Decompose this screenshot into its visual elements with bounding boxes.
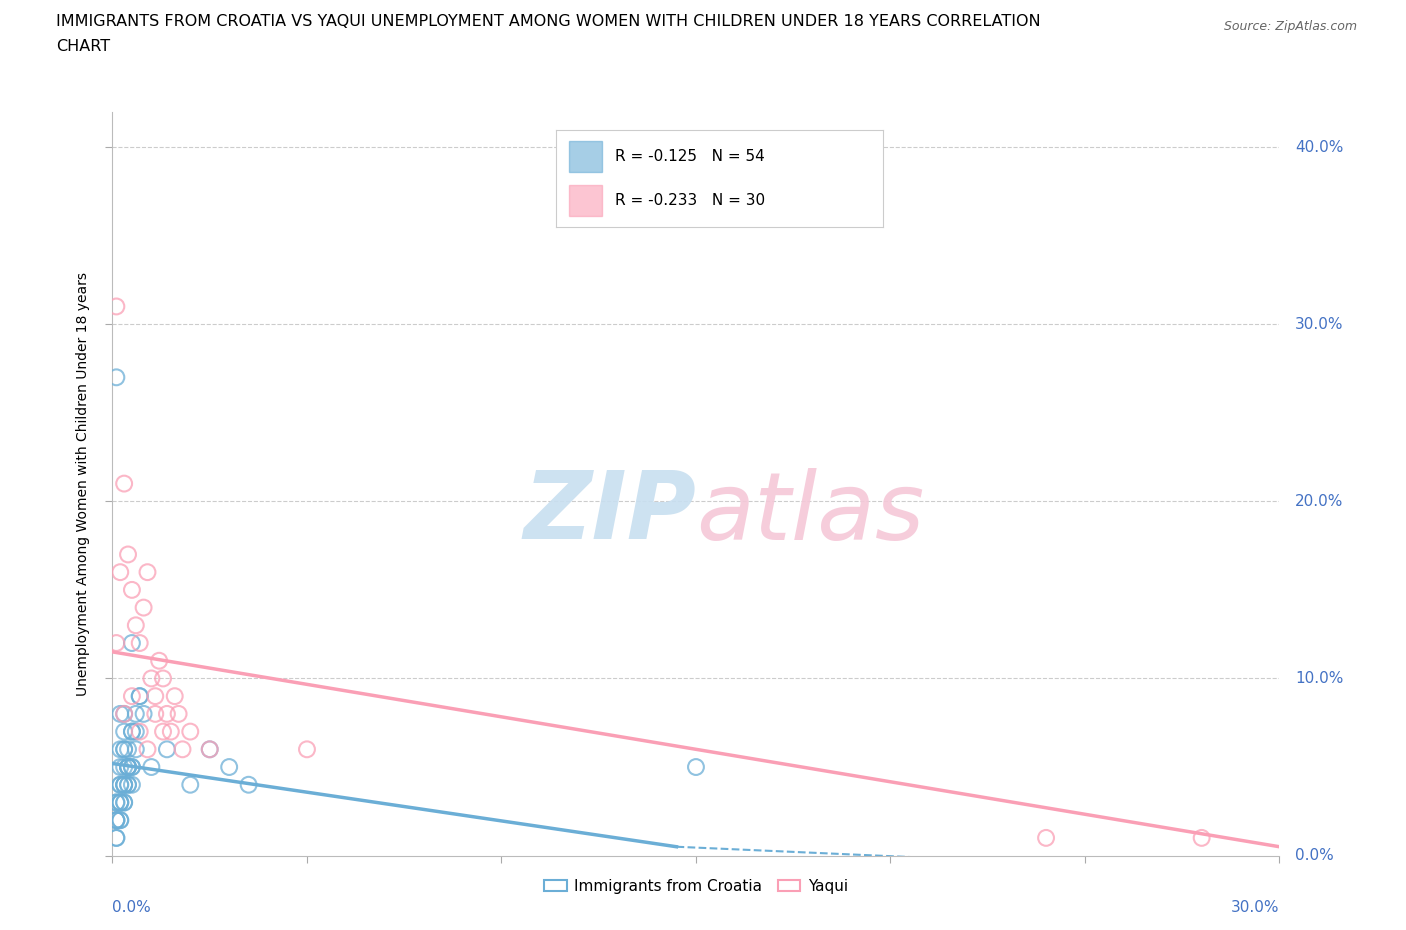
Point (121, 582, 143, 597)
Point (117, 742, 139, 757)
Point (112, 724, 135, 739)
Text: 30.0%: 30.0% (1232, 900, 1279, 915)
Text: 40.0%: 40.0% (1295, 140, 1343, 154)
Point (218, 760, 240, 775)
Point (198, 742, 221, 757)
Point (141, 760, 163, 775)
Point (132, 600, 155, 615)
Point (112, 777, 135, 792)
Point (110, 742, 132, 757)
Point (110, 795, 132, 810)
Text: atlas: atlas (696, 468, 924, 559)
Point (136, 565, 159, 579)
Point (110, 707, 132, 722)
Legend: Immigrants from Croatia, Yaqui: Immigrants from Croatia, Yaqui (537, 873, 855, 900)
Point (128, 724, 150, 739)
Point (105, 813, 128, 828)
Point (110, 777, 132, 792)
Y-axis label: Unemployment Among Women with Children Under 18 years: Unemployment Among Women with Children U… (76, 272, 90, 696)
Point (125, 742, 148, 757)
Text: CHART: CHART (56, 39, 110, 54)
Point (117, 760, 139, 775)
Point (110, 795, 132, 810)
Point (152, 671, 174, 686)
Point (105, 635, 128, 650)
Point (105, 795, 128, 810)
Point (198, 742, 221, 757)
Point (128, 689, 150, 704)
Point (121, 635, 143, 650)
Point (141, 671, 163, 686)
Point (125, 724, 148, 739)
Text: 0.0%: 0.0% (1295, 848, 1334, 863)
Text: 10.0%: 10.0% (1295, 671, 1343, 686)
Point (121, 760, 143, 775)
Point (1035, 830, 1057, 845)
Point (112, 795, 135, 810)
Point (121, 724, 143, 739)
Point (121, 760, 143, 775)
Point (117, 760, 139, 775)
Text: IMMIGRANTS FROM CROATIA VS YAQUI UNEMPLOYMENT AMONG WOMEN WITH CHILDREN UNDER 18: IMMIGRANTS FROM CROATIA VS YAQUI UNEMPLO… (56, 14, 1040, 29)
Point (110, 760, 132, 775)
Point (156, 742, 179, 757)
Point (125, 707, 148, 722)
Point (143, 707, 166, 722)
Point (110, 813, 132, 828)
Point (105, 813, 128, 828)
Point (136, 742, 159, 757)
Point (143, 689, 166, 704)
Point (121, 689, 143, 704)
Point (121, 777, 143, 792)
Point (167, 707, 190, 722)
Point (112, 476, 135, 491)
Point (125, 618, 148, 632)
Point (112, 777, 135, 792)
Text: ZIP: ZIP (523, 468, 696, 559)
Point (295, 742, 318, 757)
Point (1191, 830, 1213, 845)
Point (117, 760, 139, 775)
Point (112, 742, 135, 757)
Point (105, 795, 128, 810)
Point (128, 689, 150, 704)
Point (156, 707, 179, 722)
Point (110, 565, 132, 579)
Text: Source: ZipAtlas.com: Source: ZipAtlas.com (1223, 20, 1357, 33)
Point (179, 724, 201, 739)
Point (132, 707, 155, 722)
Point (152, 724, 174, 739)
Point (105, 370, 128, 385)
Point (179, 777, 201, 792)
Point (112, 760, 135, 775)
Point (117, 777, 139, 792)
Point (112, 707, 135, 722)
Point (110, 795, 132, 810)
Point (160, 724, 183, 739)
Text: 0.0%: 0.0% (112, 900, 152, 915)
Text: 20.0%: 20.0% (1295, 494, 1343, 509)
Point (110, 813, 132, 828)
Point (117, 777, 139, 792)
Point (105, 830, 128, 845)
Point (112, 742, 135, 757)
Point (163, 689, 186, 704)
Point (685, 760, 707, 775)
Point (105, 813, 128, 828)
Point (112, 795, 135, 810)
Text: 30.0%: 30.0% (1295, 317, 1344, 332)
Point (128, 635, 150, 650)
Point (172, 742, 194, 757)
Point (121, 724, 143, 739)
Point (112, 707, 135, 722)
Point (117, 547, 139, 562)
Point (148, 653, 170, 668)
Point (238, 777, 260, 792)
Point (112, 777, 135, 792)
Point (117, 760, 139, 775)
Point (105, 830, 128, 845)
Point (110, 777, 132, 792)
Point (105, 299, 128, 314)
